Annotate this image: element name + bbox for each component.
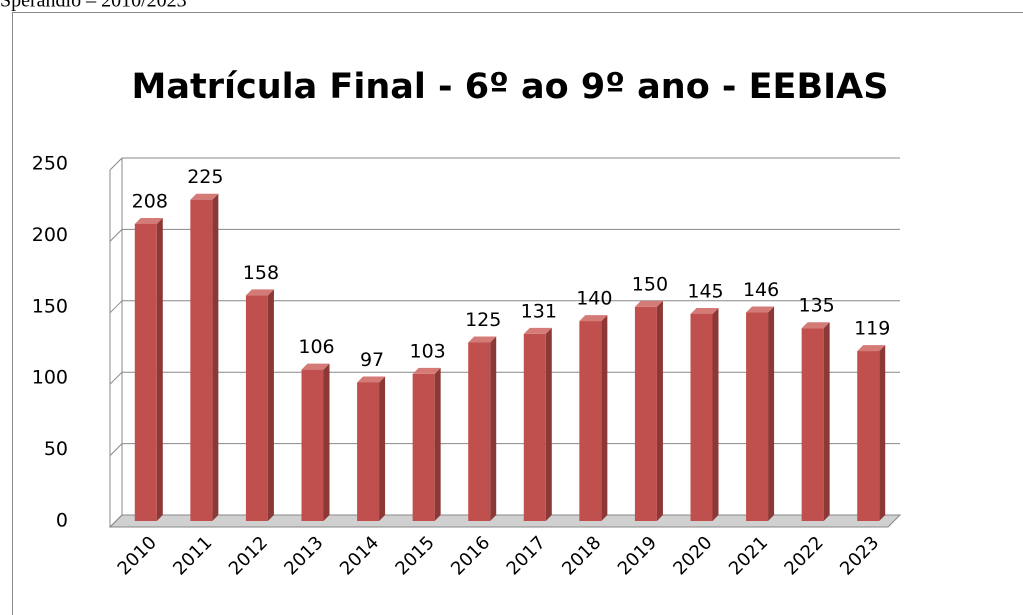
x-tick-label: 2018 <box>558 532 605 579</box>
x-tick-label: 2014 <box>336 532 383 579</box>
bar-side <box>434 367 441 521</box>
value-label: 146 <box>743 279 779 301</box>
value-label: 131 <box>521 300 557 322</box>
x-tick-label: 2013 <box>280 532 327 579</box>
y-tick-label: 0 <box>56 510 68 532</box>
bar <box>245 295 268 521</box>
bar-top <box>134 217 163 224</box>
value-label: 150 <box>632 273 668 295</box>
value-label: 125 <box>465 309 501 331</box>
bar-top <box>468 336 497 343</box>
bar-side <box>545 327 552 521</box>
bar-top <box>690 307 719 314</box>
value-label: 158 <box>243 262 279 284</box>
bar <box>690 313 713 521</box>
value-label: 140 <box>576 288 612 310</box>
grid-line-depth <box>109 371 123 385</box>
value-label: 106 <box>298 336 334 358</box>
bar-side <box>379 376 386 521</box>
bar-top <box>801 322 830 329</box>
x-tick-label: 2012 <box>225 532 272 579</box>
bar <box>134 223 157 521</box>
value-label: 119 <box>854 318 890 340</box>
y-tick-label: 50 <box>44 438 68 460</box>
bar <box>190 199 213 521</box>
bar-top <box>190 193 219 200</box>
bar <box>746 312 769 521</box>
bar-top <box>746 306 775 313</box>
bar <box>357 382 380 521</box>
value-label: 97 <box>360 349 384 371</box>
bar <box>468 342 491 521</box>
bar <box>412 373 435 521</box>
grid-line-depth <box>109 229 123 242</box>
bar-side <box>823 322 830 521</box>
x-tick-label: 2019 <box>614 532 661 579</box>
value-label: 208 <box>132 190 168 212</box>
bar-side <box>712 307 719 521</box>
value-label: 145 <box>687 280 723 302</box>
chart-title: Matrícula Final - 6º ao 9º ano - EEBIAS <box>132 67 889 107</box>
bar-top <box>245 289 274 296</box>
bar-side <box>156 217 163 521</box>
bar <box>523 333 546 521</box>
bar-side <box>601 315 608 521</box>
y-tick-label: 150 <box>32 295 68 317</box>
bar <box>579 321 602 521</box>
x-tick-label: 2023 <box>836 532 883 579</box>
bar <box>857 351 880 521</box>
grid-line-depth <box>109 514 123 528</box>
bar-top <box>523 327 552 334</box>
x-tick-label: 2015 <box>391 532 438 579</box>
floor <box>108 514 902 528</box>
bar <box>301 369 324 521</box>
bar-side <box>768 306 775 521</box>
bar-side <box>490 336 497 521</box>
bar-side <box>267 289 274 521</box>
value-label: 103 <box>410 340 446 362</box>
grid-line-depth <box>109 300 123 314</box>
bar <box>634 306 657 521</box>
bar-top <box>357 376 386 383</box>
bar-top <box>634 300 663 307</box>
x-tick-label: 2011 <box>169 532 216 579</box>
x-tick-label: 2010 <box>114 532 161 579</box>
y-tick-label: 100 <box>32 367 68 389</box>
bar-top <box>579 315 608 322</box>
bar-side <box>656 300 663 521</box>
x-tick-label: 2021 <box>725 532 772 579</box>
grid-line-depth <box>109 157 123 171</box>
bar-top <box>412 367 441 374</box>
x-tick-label: 2017 <box>503 532 550 579</box>
y-tick-label: 250 <box>32 153 68 175</box>
header-text: Sperandio – 2010/2023 <box>0 0 187 12</box>
y-tick-label: 200 <box>32 224 68 246</box>
bar <box>801 328 824 521</box>
grid-line-depth <box>109 443 123 456</box>
x-tick-label: 2022 <box>780 532 827 579</box>
x-tick-label: 2016 <box>447 532 494 579</box>
x-tick-label: 2020 <box>669 532 716 579</box>
chart-frame <box>12 12 1023 615</box>
bar-side <box>879 345 886 521</box>
value-label: 135 <box>799 295 835 317</box>
bar-side <box>212 193 219 521</box>
bar-side <box>323 363 330 521</box>
bar-top <box>857 345 886 352</box>
bar-top <box>301 363 330 370</box>
value-label: 225 <box>187 166 223 188</box>
